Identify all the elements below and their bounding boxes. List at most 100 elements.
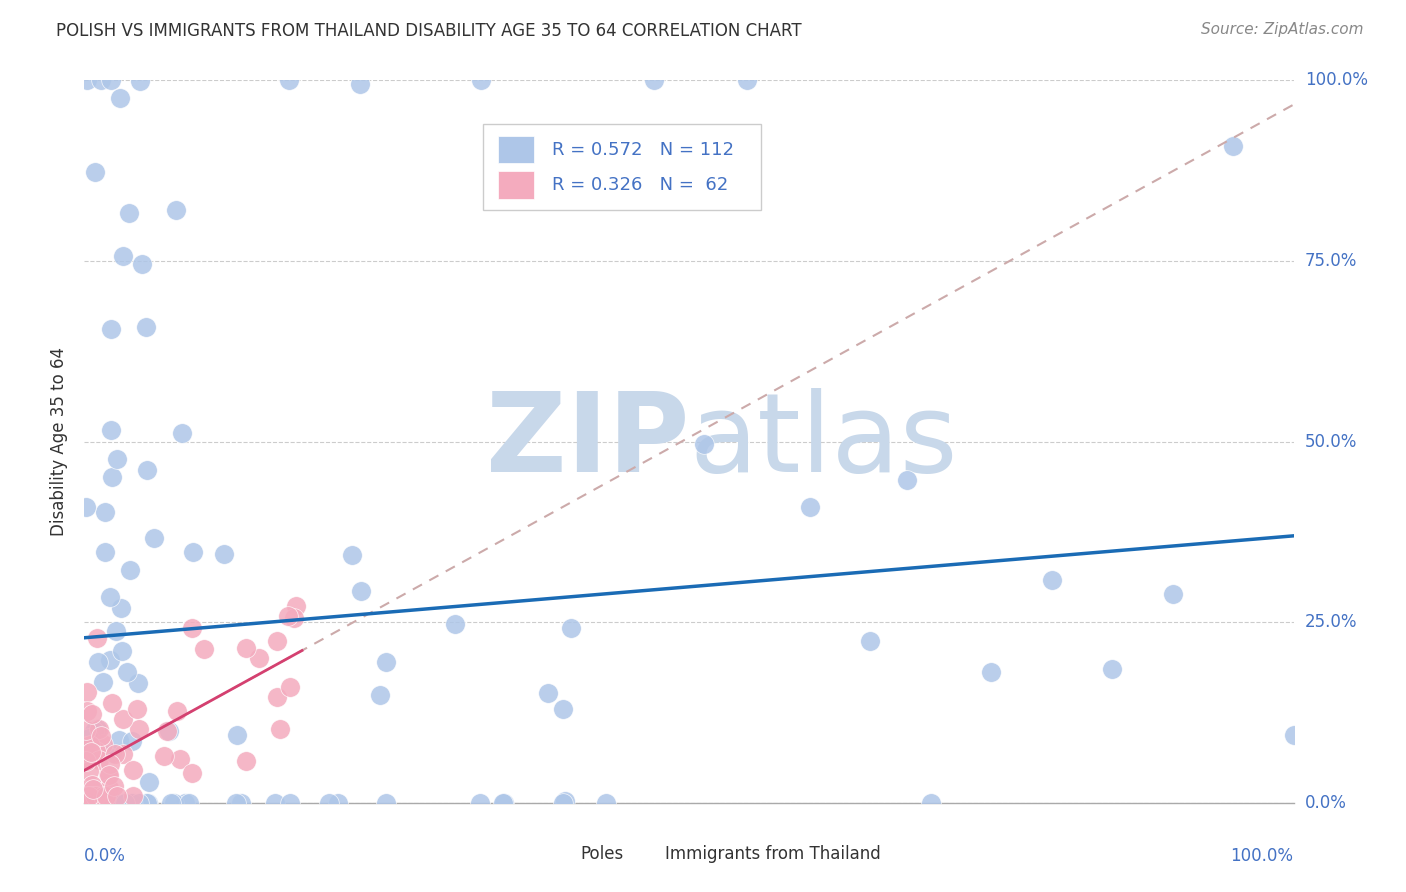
Point (193, 642, 215, 657)
Point (79, 738, 101, 752)
Point (86, 631, 108, 645)
Point (318, 796, 340, 810)
Point (83, 789, 105, 803)
Point (121, 796, 143, 810)
Point (135, 463, 157, 477)
Point (90, 729, 112, 743)
Point (136, 796, 159, 810)
Point (283, 611, 305, 625)
Point (375, 796, 398, 810)
Point (1161, 587, 1184, 601)
Point (174, 796, 197, 810)
Point (91, 737, 114, 751)
Text: Immigrants from Thailand: Immigrants from Thailand (665, 845, 880, 863)
Point (643, 73, 665, 87)
Point (127, 702, 149, 716)
Point (1101, 662, 1123, 676)
Text: 0.0%: 0.0% (84, 847, 127, 865)
Point (97, 768, 120, 782)
Point (368, 688, 391, 702)
Point (121, 796, 143, 810)
Point (153, 748, 176, 763)
Point (121, 733, 143, 747)
Point (101, 470, 124, 484)
FancyBboxPatch shape (550, 847, 574, 862)
Point (120, 796, 142, 810)
Point (100, 321, 122, 335)
Point (468, 796, 491, 810)
Point (90, 73, 112, 87)
Point (131, 257, 153, 271)
Point (135, 319, 157, 334)
Point (111, 644, 134, 658)
Point (103, 779, 125, 793)
Point (112, 250, 135, 264)
Point (91, 796, 114, 810)
Point (266, 690, 288, 704)
Point (349, 78, 371, 92)
Point (181, 766, 204, 780)
Point (77, 789, 100, 803)
Point (121, 796, 143, 810)
Text: Source: ZipAtlas.com: Source: ZipAtlas.com (1201, 22, 1364, 37)
Point (97, 796, 120, 810)
Point (143, 531, 166, 545)
FancyBboxPatch shape (484, 124, 762, 211)
Text: R = 0.572   N = 112: R = 0.572 N = 112 (553, 141, 734, 159)
Point (91, 789, 114, 803)
Text: 100.0%: 100.0% (1305, 71, 1368, 89)
Point (82, 789, 104, 803)
Point (79, 789, 101, 803)
Point (89, 722, 111, 736)
Point (75, 754, 97, 768)
Point (492, 796, 515, 810)
Point (101, 796, 124, 810)
Point (280, 680, 302, 694)
Point (84, 789, 107, 803)
Point (537, 686, 560, 700)
Point (82, 707, 104, 722)
Point (79, 796, 101, 810)
Point (110, 600, 132, 615)
Point (138, 775, 160, 789)
Point (118, 206, 141, 220)
Point (75, 754, 97, 768)
Point (100, 424, 122, 438)
Point (108, 733, 131, 747)
Point (87, 754, 110, 768)
Point (553, 702, 575, 716)
Point (135, 796, 157, 810)
Point (896, 473, 918, 487)
Point (225, 796, 247, 810)
Point (693, 437, 716, 451)
Point (112, 712, 135, 726)
Point (285, 599, 308, 613)
Point (278, 73, 301, 87)
Point (229, 796, 252, 810)
Point (97, 781, 120, 796)
Point (100, 746, 122, 760)
Point (266, 633, 288, 648)
Point (76, 704, 98, 718)
Point (86, 722, 108, 736)
Point (97, 766, 120, 780)
Point (247, 650, 270, 665)
Point (100, 590, 122, 604)
Point (86, 796, 108, 810)
Point (98, 652, 121, 666)
Point (76, 684, 98, 698)
Point (226, 728, 249, 742)
Point (80, 778, 103, 792)
Point (551, 796, 574, 810)
Point (108, 91, 131, 105)
Point (87, 796, 110, 810)
Point (235, 754, 257, 768)
Point (595, 796, 617, 810)
Point (212, 548, 235, 562)
Point (560, 621, 582, 635)
Point (100, 696, 122, 710)
Point (156, 724, 179, 739)
Point (84, 789, 107, 803)
Point (920, 796, 942, 810)
Point (98, 756, 121, 771)
